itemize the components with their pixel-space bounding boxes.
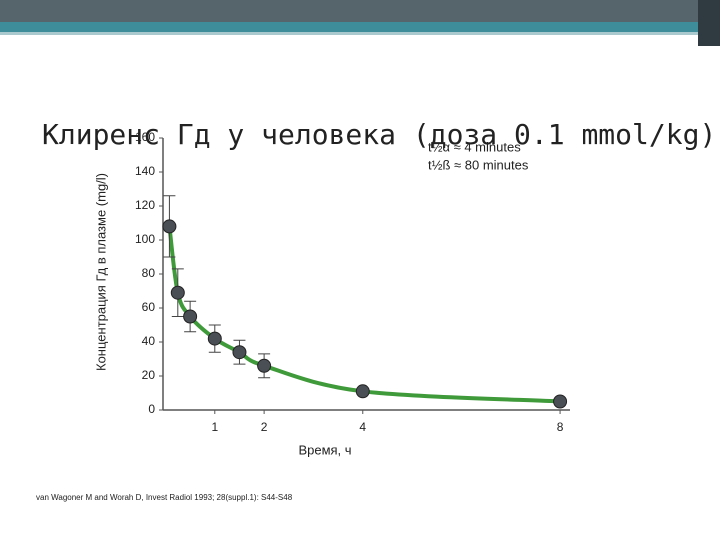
top-band: [0, 0, 720, 22]
y-tick-label: 100: [135, 232, 155, 246]
x-tick-label: 8: [557, 420, 564, 434]
top-stripe: [0, 22, 720, 32]
x-axis-label: Время, ч: [298, 442, 351, 457]
x-tick-label: 1: [211, 420, 218, 434]
x-tick-label: 2: [261, 420, 268, 434]
data-point: [553, 394, 568, 409]
data-point: [207, 331, 222, 346]
top-line: [0, 32, 720, 35]
y-tick-label: 60: [142, 300, 156, 314]
corner-block: [698, 0, 720, 46]
data-point: [162, 219, 177, 234]
y-tick-label: 0: [148, 402, 155, 416]
data-point: [257, 358, 272, 373]
data-point: [183, 309, 198, 324]
x-tick-label: 4: [359, 420, 366, 434]
y-tick-label: 140: [135, 164, 155, 178]
data-point: [232, 345, 247, 360]
y-tick-label: 20: [142, 368, 156, 382]
annotation: t½α ≈ 4 minutes: [428, 139, 521, 154]
y-tick-label: 160: [135, 130, 155, 144]
data-point: [355, 384, 370, 399]
source-note: van Wagoner M and Worah D, Invest Radiol…: [36, 493, 293, 502]
y-axis-label: Концентрация Гд в плазме (mg/l): [93, 173, 108, 371]
y-tick-label: 40: [142, 334, 156, 348]
y-tick-label: 80: [142, 266, 156, 280]
y-tick-label: 120: [135, 198, 155, 212]
annotation: t½ß ≈ 80 minutes: [428, 157, 529, 172]
chart-title: Клиренс Гд у человека (доза 0.1 mmol/kg): [42, 118, 716, 151]
data-point: [170, 285, 185, 300]
series-line: [167, 226, 561, 404]
